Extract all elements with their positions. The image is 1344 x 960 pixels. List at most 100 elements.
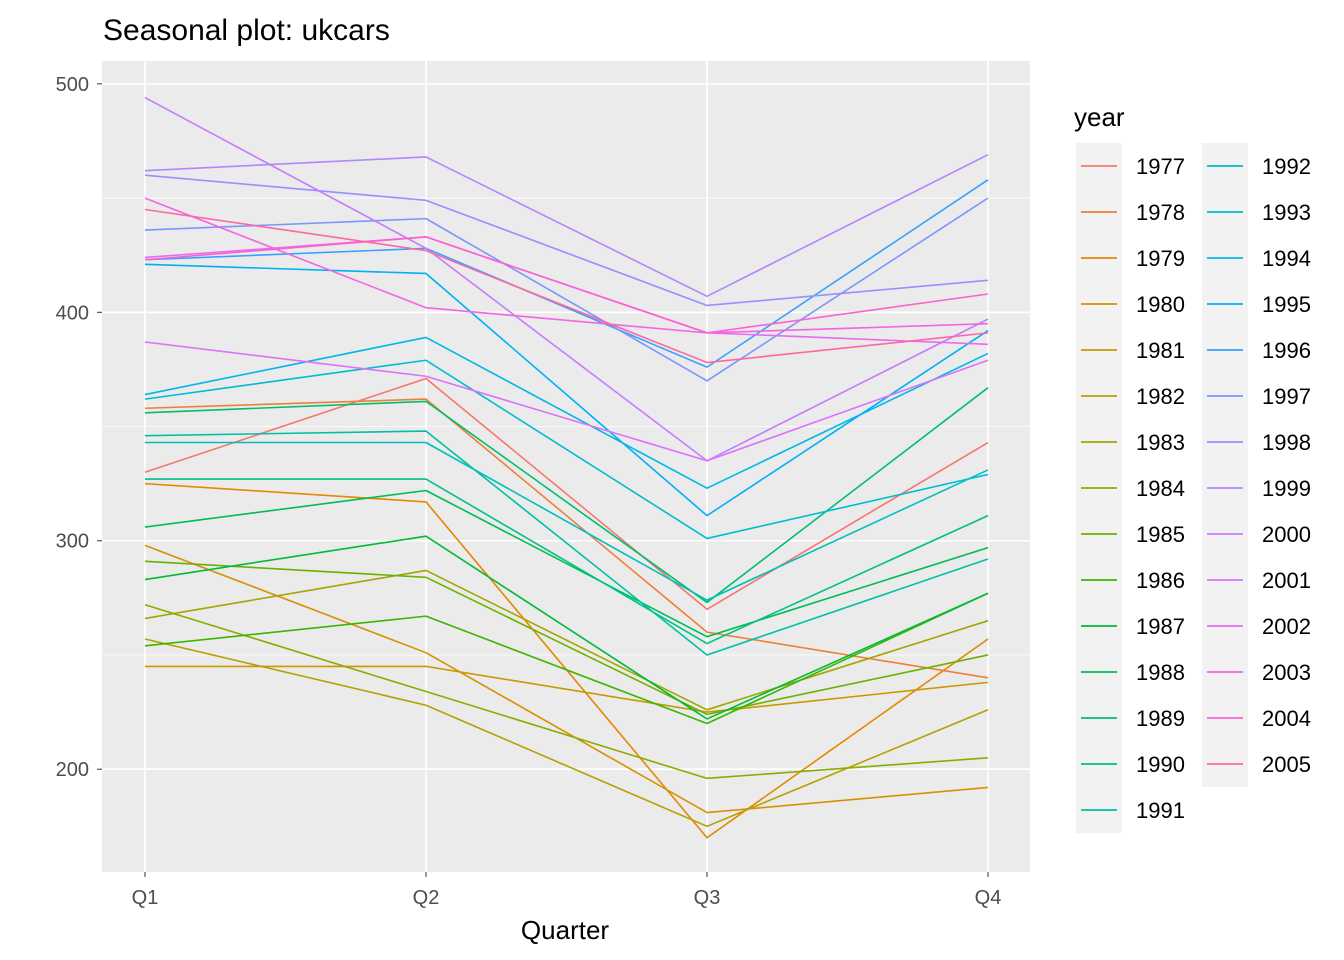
legend-item-1990: 1990 <box>1076 741 1185 787</box>
series-line-2003 <box>144 197 989 334</box>
series-line-1978 <box>144 398 989 679</box>
legend-label: 1996 <box>1262 338 1311 363</box>
legend-label: 1991 <box>1136 798 1185 823</box>
series-line-1995 <box>144 263 989 517</box>
legend-label: 1999 <box>1262 476 1311 501</box>
x-tick-label: Q2 <box>413 887 440 909</box>
legend-label: 1988 <box>1136 660 1185 685</box>
legend-item-1994: 1994 <box>1202 235 1311 281</box>
series-line-1998 <box>144 174 989 307</box>
series-line-2001 <box>144 341 989 462</box>
legend-title: year <box>1074 102 1125 132</box>
legend-label: 1981 <box>1136 338 1185 363</box>
legend-label: 1995 <box>1262 292 1311 317</box>
y-tick-label: 200 <box>56 759 89 781</box>
legend-item-1978: 1978 <box>1076 189 1185 235</box>
legend-label: 1979 <box>1136 246 1185 271</box>
legend-item-1979: 1979 <box>1076 235 1185 281</box>
legend-item-1991: 1991 <box>1076 787 1185 833</box>
x-axis-title: Quarter <box>521 915 609 945</box>
series-line-1993 <box>144 359 989 540</box>
series-line-1999 <box>144 153 989 298</box>
series-line-1997 <box>144 197 989 382</box>
legend-item-1986: 1986 <box>1076 557 1185 603</box>
series-line-2000 <box>144 96 989 462</box>
series-line-1977 <box>144 377 989 611</box>
legend-item-1995: 1995 <box>1202 281 1311 327</box>
legend-label: 1986 <box>1136 568 1185 593</box>
legend-items: 1977 1978 1979 1980 1981 1982 1983 1984 1985 1986… <box>1076 143 1311 833</box>
legend-item-1998: 1998 <box>1202 419 1311 465</box>
plot-panel <box>102 61 1030 872</box>
series-line-2005 <box>144 208 989 364</box>
legend-item-1989: 1989 <box>1076 695 1185 741</box>
y-tick-label: 500 <box>56 74 89 96</box>
legend-item-1993: 1993 <box>1202 189 1311 235</box>
x-tick-label: Q3 <box>694 887 721 909</box>
legend-label: 1985 <box>1136 522 1185 547</box>
legend-item-1977: 1977 <box>1076 143 1185 189</box>
legend-item-2000: 2000 <box>1202 511 1311 557</box>
legend-label: 2000 <box>1262 522 1311 547</box>
legend-item-2001: 2001 <box>1202 557 1311 603</box>
legend-label: 1993 <box>1262 200 1311 225</box>
x-tick-label: Q4 <box>975 887 1002 909</box>
legend-item-1997: 1997 <box>1202 373 1311 419</box>
legend-label: 1989 <box>1136 706 1185 731</box>
series-line-1991 <box>144 430 989 656</box>
legend-item-2005: 2005 <box>1202 741 1311 787</box>
x-axis-ticks: Q1 Q2 Q3 Q4 <box>132 872 1002 909</box>
y-axis-ticks: 200 300 400 500 <box>56 74 102 781</box>
legend-item-1981: 1981 <box>1076 327 1185 373</box>
legend-label: 2003 <box>1262 660 1311 685</box>
legend-item-2002: 2002 <box>1202 603 1311 649</box>
legend-item-1984: 1984 <box>1076 465 1185 511</box>
series-line-1996 <box>144 179 989 368</box>
legend-label: 1978 <box>1136 200 1185 225</box>
legend-label: 2005 <box>1262 752 1311 777</box>
series-line-1987 <box>144 535 989 720</box>
legend-label: 1982 <box>1136 384 1185 409</box>
x-tick-label: Q1 <box>132 887 159 909</box>
legend-label: 2004 <box>1262 706 1311 731</box>
series-lines <box>144 96 989 839</box>
series-line-1992 <box>145 441 989 601</box>
legend-item-1992: 1992 <box>1202 143 1311 189</box>
legend-label: 2001 <box>1262 568 1311 593</box>
series-line-1989 <box>144 387 989 604</box>
y-tick-label: 400 <box>56 302 89 324</box>
legend-item-1996: 1996 <box>1202 327 1311 373</box>
legend: year 1977 1978 1979 1980 1981 1982 1983 1984 198… <box>1074 102 1311 833</box>
series-line-1990 <box>145 478 989 645</box>
series-line-1980 <box>144 544 989 814</box>
legend-label: 2002 <box>1262 614 1311 639</box>
chart-title: Seasonal plot: ukcars <box>103 14 390 47</box>
series-line-1985 <box>144 560 989 716</box>
series-line-1984 <box>144 603 989 780</box>
legend-item-1985: 1985 <box>1076 511 1185 557</box>
legend-item-1999: 1999 <box>1202 465 1311 511</box>
legend-label: 1980 <box>1136 292 1185 317</box>
legend-label: 1983 <box>1136 430 1185 455</box>
legend-item-2003: 2003 <box>1202 649 1311 695</box>
legend-label: 1998 <box>1262 430 1311 455</box>
legend-item-1988: 1988 <box>1076 649 1185 695</box>
legend-item-1987: 1987 <box>1076 603 1185 649</box>
legend-label: 1977 <box>1136 154 1185 179</box>
legend-label: 1997 <box>1262 384 1311 409</box>
legend-label: 1992 <box>1262 154 1311 179</box>
series-line-1988 <box>144 489 989 638</box>
series-line-1981 <box>145 665 989 713</box>
y-tick-label: 300 <box>56 531 89 553</box>
series-line-1983 <box>144 569 989 711</box>
legend-label: 1990 <box>1136 752 1185 777</box>
grid-minor <box>102 197 1030 656</box>
legend-item-1980: 1980 <box>1076 281 1185 327</box>
series-line-2004 <box>144 236 989 334</box>
legend-item-2004: 2004 <box>1202 695 1311 741</box>
series-line-1994 <box>144 336 989 490</box>
legend-label: 1987 <box>1136 614 1185 639</box>
grid-major <box>102 61 1030 872</box>
legend-label: 1984 <box>1136 476 1185 501</box>
